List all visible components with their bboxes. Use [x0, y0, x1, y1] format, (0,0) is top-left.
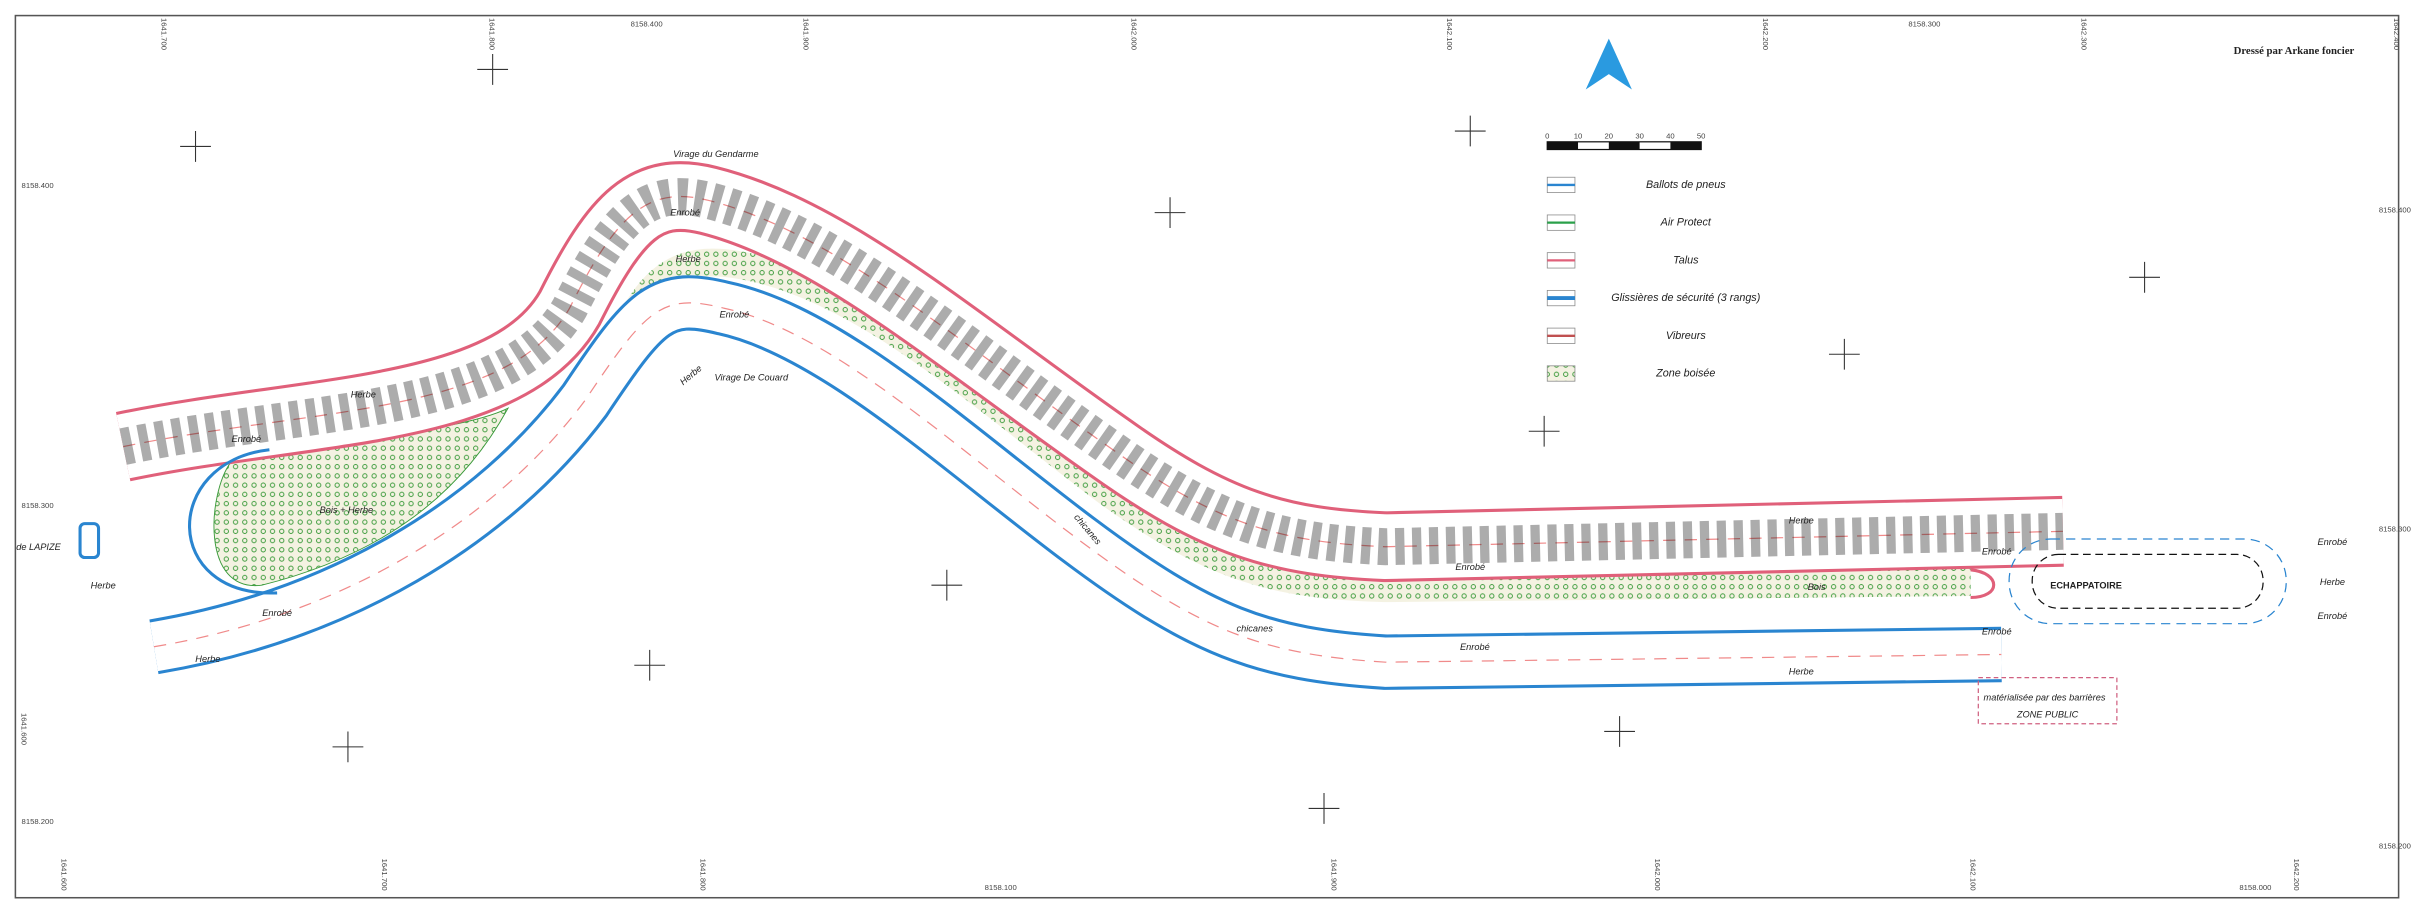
- grid-label: 8158.300: [22, 501, 54, 510]
- grid-label: 8158.000: [2239, 883, 2271, 892]
- crosshair: [180, 131, 211, 162]
- map-label: Enrobé: [262, 608, 292, 618]
- crosshair: [332, 731, 364, 763]
- grid-label: 1642.200: [2292, 859, 2301, 891]
- legend: 0 10 20 30 40 50 Ballots de pneus Air Protect Ta…: [1545, 132, 1760, 382]
- scale-bar-segment: [1608, 141, 1640, 150]
- map-label: Herbe: [676, 254, 701, 264]
- scale-tick-label: 30: [1635, 132, 1644, 141]
- escape-road: [2031, 553, 2264, 609]
- tire-bales: [78, 522, 101, 560]
- grid-label: 1641.600: [60, 859, 69, 891]
- grid-label: 1642.200: [1761, 18, 1770, 50]
- map-label: Virage du Gendarme: [673, 149, 758, 159]
- crosshair: [1454, 115, 1486, 147]
- map-label: Enrobé: [1455, 562, 1485, 572]
- map-label: Herbe: [351, 389, 376, 399]
- crosshair: [1828, 338, 1860, 370]
- map-label: Enrobé: [1460, 642, 1490, 652]
- map-label: ZONE PUBLIC: [2016, 710, 2079, 720]
- map-label: Enrobé: [670, 208, 700, 218]
- grid-label: 1641.900: [1330, 859, 1339, 891]
- legend-label: Talus: [1673, 254, 1699, 266]
- grid-label: 8158.400: [631, 19, 663, 28]
- grid-label: 8158.300: [1908, 19, 1940, 28]
- crosshair: [1528, 415, 1560, 447]
- grid-label: 1642.000: [1653, 859, 1662, 891]
- grid-label: 1641.800: [698, 859, 707, 891]
- crosshair: [931, 569, 963, 601]
- hairpin: [188, 448, 278, 595]
- map-label: matérialisée par des barrières: [1984, 693, 2106, 703]
- map-label: ECHAPPATOIRE: [2050, 580, 2122, 590]
- scale-tick-label: 20: [1605, 132, 1614, 141]
- crosshair: [2129, 261, 2160, 293]
- scale-tick-label: 40: [1666, 132, 1675, 141]
- title: Dressé par Arkane foncier: [2234, 45, 2355, 57]
- scale-bar-segment: [1547, 141, 1579, 150]
- edge-line: [119, 178, 2064, 566]
- map-label: Bois: [1808, 582, 1826, 592]
- map-label: Enrobé: [2318, 611, 2348, 621]
- map-label: Herbe: [195, 654, 220, 664]
- map-label: Enrobé: [719, 309, 749, 319]
- map-label: Herbe: [678, 363, 704, 387]
- grid-label: 8158.100: [985, 883, 1017, 892]
- north-arrow: [1585, 38, 1632, 90]
- scale-tick-label: 10: [1574, 132, 1583, 141]
- center-line: [123, 196, 2063, 548]
- legend-label: Air Protect: [1660, 217, 1712, 229]
- map-label: Herbe: [1789, 666, 1814, 676]
- grid-label: 1641.700: [380, 859, 389, 891]
- crosshair: [1154, 197, 1186, 229]
- map-label: Enrobé: [1982, 546, 2012, 556]
- grid-label: 1642.300: [2079, 18, 2088, 50]
- escape-zone: [2008, 538, 2287, 625]
- map-label: Bois + Herbe: [320, 505, 374, 515]
- grid-label: 1641.900: [802, 18, 811, 50]
- north-arrow-shape: [1585, 38, 1632, 90]
- crosshair: [634, 649, 666, 681]
- grid-label: 8158.300: [2379, 524, 2411, 533]
- legend-label: Ballots de pneus: [1646, 179, 1726, 191]
- grid-label: 1641.600: [20, 713, 29, 745]
- grid-label: 1642.100: [1445, 18, 1454, 50]
- grid-label: 1641.800: [488, 18, 497, 50]
- map-label: chicanes: [1237, 623, 1274, 633]
- map-label: Virage De Couard: [714, 372, 788, 382]
- grid-label: 1642.400: [2392, 18, 2401, 50]
- scale-tick-label: 50: [1697, 132, 1706, 141]
- track: [78, 161, 2287, 725]
- hairpin-end: [1970, 568, 1996, 600]
- map-label: Enrobé: [2318, 537, 2348, 547]
- grid-label: 8158.400: [2379, 206, 2411, 215]
- map-label: Herbe: [1789, 516, 1814, 526]
- map-label: Enrobé: [1982, 626, 2012, 636]
- frame: [14, 14, 2400, 899]
- map-label: Enrobé: [231, 434, 261, 444]
- grid-label: 1641.700: [160, 18, 169, 50]
- legend-label: Zone boisée: [1655, 368, 1715, 380]
- map-label: Herbe: [91, 580, 116, 590]
- center-line: [153, 302, 2002, 663]
- scale-bar-segment: [1670, 141, 1702, 150]
- crosshair: [1308, 793, 1340, 824]
- legend-label: Vibreurs: [1666, 330, 1707, 342]
- map-label: Herbe: [2320, 577, 2345, 587]
- map-label: de LAPIZE: [16, 542, 61, 552]
- grid-label: 1642.100: [1969, 859, 1978, 891]
- legend-swatch: [1546, 365, 1576, 382]
- grid-label: 8158.200: [2379, 841, 2411, 850]
- grid-label: 1642.000: [1130, 18, 1139, 50]
- grid-label: 8158.200: [22, 817, 54, 826]
- legend-label: Glissières de sécurité (3 rangs): [1611, 292, 1760, 304]
- scale-tick-label: 0: [1545, 132, 1549, 141]
- crosshair: [477, 54, 509, 85]
- crosshair: [1604, 716, 1635, 747]
- grid-label: 8158.400: [22, 181, 54, 190]
